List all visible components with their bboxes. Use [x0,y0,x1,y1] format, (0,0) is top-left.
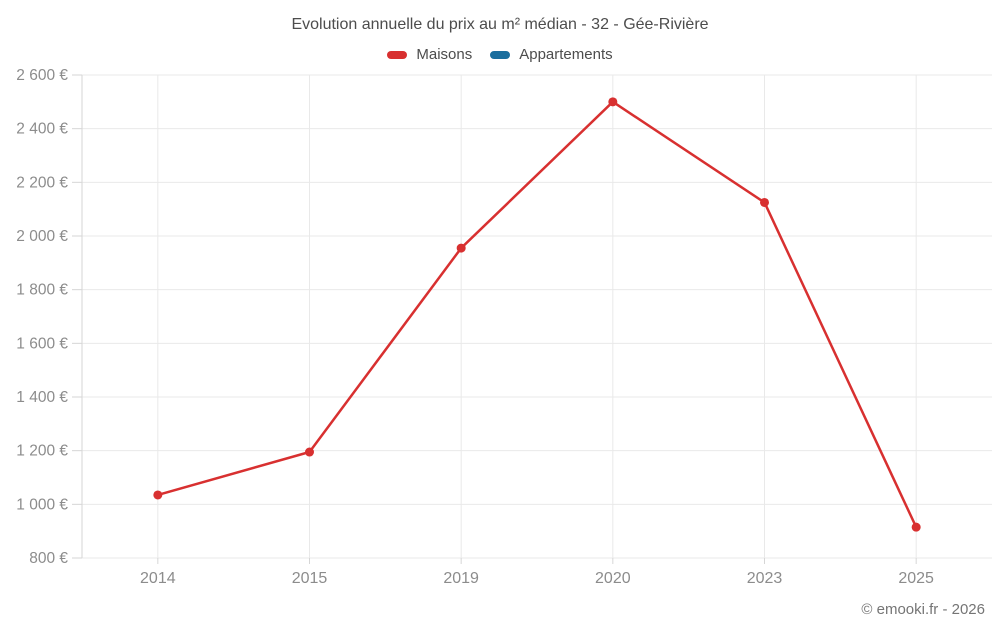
data-point-maisons-2023[interactable] [760,197,769,207]
y-tick-label: 2 200 € [16,174,68,191]
legend-label-appartements: Appartements [519,46,613,63]
x-tick-label: 2019 [443,570,479,587]
data-point-maisons-2020[interactable] [608,97,618,107]
legend-item-maisons[interactable]: Maisons [387,46,472,63]
x-tick-label: 2023 [747,570,783,587]
y-tick-label: 1 400 € [16,389,68,406]
copyright-credit: © emooki.fr - 2026 [861,601,985,618]
data-point-maisons-2019[interactable] [456,243,466,253]
y-tick-label: 2 400 € [16,121,68,138]
y-tick-label: 1 600 € [16,335,68,352]
x-tick-label: 2020 [595,570,631,587]
data-point-maisons-2025[interactable] [911,522,921,532]
y-tick-label: 2 000 € [16,228,68,245]
maisons-swatch-icon [387,50,408,59]
y-tick-label: 800 € [29,550,68,567]
legend-label-maisons: Maisons [416,46,473,63]
y-tick-label: 1 800 € [16,282,68,299]
chart-legend: Maisons Appartements [0,46,1000,63]
y-tick-label: 1 200 € [16,443,68,460]
appartements-swatch-icon [490,50,511,59]
legend-item-appartements[interactable]: Appartements [490,46,613,63]
data-point-maisons-2014[interactable] [153,490,163,500]
x-tick-label: 2025 [898,570,934,587]
x-tick-label: 2014 [140,570,176,587]
y-tick-label: 2 600 € [16,67,68,84]
x-tick-label: 2015 [292,570,328,587]
data-point-maisons-2015[interactable] [305,447,314,457]
series-line-maisons [156,100,918,529]
chart-title: Evolution annuelle du prix au m² médian … [291,16,709,33]
y-tick-label: 1 000 € [16,496,68,513]
